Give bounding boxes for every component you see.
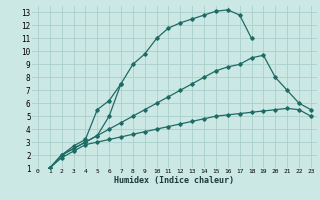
X-axis label: Humidex (Indice chaleur): Humidex (Indice chaleur) [115,176,234,185]
